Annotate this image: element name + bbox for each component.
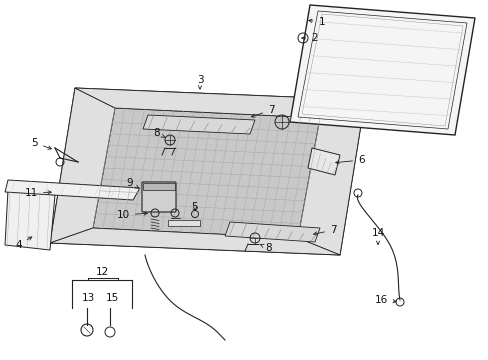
Text: 3: 3 bbox=[196, 75, 203, 89]
Polygon shape bbox=[289, 5, 474, 135]
Polygon shape bbox=[5, 180, 140, 200]
FancyBboxPatch shape bbox=[142, 182, 176, 212]
Text: 7: 7 bbox=[251, 105, 274, 117]
Polygon shape bbox=[50, 228, 339, 255]
Text: 2: 2 bbox=[301, 33, 317, 43]
Text: 6: 6 bbox=[335, 155, 364, 165]
Polygon shape bbox=[50, 88, 115, 243]
Text: 8: 8 bbox=[259, 243, 271, 253]
Polygon shape bbox=[142, 115, 254, 134]
Text: 16: 16 bbox=[374, 295, 395, 305]
Polygon shape bbox=[168, 220, 200, 226]
Polygon shape bbox=[142, 183, 175, 190]
Text: 4: 4 bbox=[15, 237, 32, 250]
Text: 5: 5 bbox=[31, 138, 51, 149]
Text: 13: 13 bbox=[81, 293, 95, 303]
Text: 1: 1 bbox=[308, 17, 325, 27]
Polygon shape bbox=[307, 148, 339, 175]
Polygon shape bbox=[93, 108, 319, 238]
Text: 15: 15 bbox=[105, 293, 119, 303]
Polygon shape bbox=[75, 88, 364, 118]
Polygon shape bbox=[297, 100, 364, 255]
Text: 7: 7 bbox=[313, 225, 336, 235]
Polygon shape bbox=[5, 190, 55, 250]
Polygon shape bbox=[50, 88, 364, 255]
Text: 8: 8 bbox=[153, 128, 165, 138]
Text: 11: 11 bbox=[25, 188, 51, 198]
Polygon shape bbox=[224, 222, 319, 242]
Text: 5: 5 bbox=[191, 202, 198, 212]
Text: 14: 14 bbox=[370, 228, 384, 244]
Text: 9: 9 bbox=[126, 178, 139, 188]
Text: 10: 10 bbox=[117, 210, 147, 220]
Text: 12: 12 bbox=[95, 267, 108, 277]
